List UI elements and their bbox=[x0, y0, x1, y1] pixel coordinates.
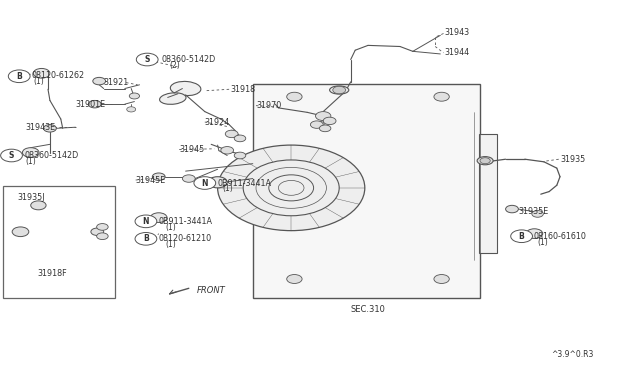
Ellipse shape bbox=[159, 93, 186, 104]
Text: ^3.9^0.R3: ^3.9^0.R3 bbox=[552, 350, 594, 359]
Text: 31970: 31970 bbox=[256, 101, 281, 110]
Circle shape bbox=[93, 77, 106, 85]
Text: 31943: 31943 bbox=[445, 28, 470, 37]
Circle shape bbox=[135, 215, 157, 228]
Ellipse shape bbox=[170, 81, 201, 96]
Circle shape bbox=[135, 232, 157, 245]
Text: 31935E: 31935E bbox=[518, 207, 548, 216]
Circle shape bbox=[225, 130, 238, 138]
Circle shape bbox=[97, 233, 108, 240]
Text: S: S bbox=[145, 55, 150, 64]
Circle shape bbox=[33, 68, 50, 78]
Text: 08360-5142D: 08360-5142D bbox=[161, 55, 216, 64]
Text: 31945: 31945 bbox=[179, 145, 204, 154]
Circle shape bbox=[150, 213, 167, 222]
Text: (1): (1) bbox=[223, 185, 234, 193]
Circle shape bbox=[22, 148, 39, 157]
Circle shape bbox=[127, 107, 136, 112]
Text: B: B bbox=[519, 232, 524, 241]
Text: 31935: 31935 bbox=[560, 155, 585, 164]
Circle shape bbox=[511, 230, 532, 243]
Text: B: B bbox=[17, 72, 22, 81]
Text: (1): (1) bbox=[538, 238, 548, 247]
Text: (1): (1) bbox=[165, 223, 176, 232]
Bar bbox=[3, 186, 115, 298]
Circle shape bbox=[480, 158, 490, 164]
Circle shape bbox=[44, 125, 56, 132]
Text: 08160-61610: 08160-61610 bbox=[533, 232, 586, 241]
Bar bbox=[253, 84, 480, 298]
Circle shape bbox=[136, 53, 158, 66]
Text: N: N bbox=[143, 217, 149, 226]
Circle shape bbox=[152, 173, 165, 180]
Circle shape bbox=[287, 275, 302, 283]
Circle shape bbox=[91, 228, 104, 235]
Circle shape bbox=[1, 149, 22, 162]
Circle shape bbox=[310, 121, 323, 128]
Ellipse shape bbox=[477, 157, 493, 165]
Circle shape bbox=[31, 201, 46, 210]
Text: N: N bbox=[202, 179, 208, 187]
Text: S: S bbox=[9, 151, 14, 160]
Text: 31935J: 31935J bbox=[18, 193, 45, 202]
Ellipse shape bbox=[330, 86, 349, 94]
Bar bbox=[479, 134, 497, 253]
Circle shape bbox=[526, 229, 543, 238]
Text: 08110-61262: 08110-61262 bbox=[32, 71, 85, 80]
Text: (2): (2) bbox=[169, 61, 180, 70]
Text: 31921: 31921 bbox=[104, 78, 129, 87]
Circle shape bbox=[333, 86, 346, 94]
Circle shape bbox=[182, 175, 195, 182]
Circle shape bbox=[12, 227, 29, 237]
Circle shape bbox=[234, 152, 246, 159]
Circle shape bbox=[316, 112, 331, 121]
Circle shape bbox=[129, 93, 140, 99]
Text: (1): (1) bbox=[165, 240, 176, 249]
Text: B: B bbox=[143, 234, 148, 243]
Circle shape bbox=[506, 205, 518, 213]
Circle shape bbox=[208, 177, 227, 188]
Text: 31924: 31924 bbox=[205, 118, 230, 126]
Circle shape bbox=[287, 92, 302, 101]
Circle shape bbox=[194, 177, 216, 189]
Text: (1): (1) bbox=[26, 157, 36, 166]
Circle shape bbox=[221, 147, 234, 154]
Text: 31945E: 31945E bbox=[136, 176, 166, 185]
Text: 08120-61210: 08120-61210 bbox=[159, 234, 212, 243]
Circle shape bbox=[434, 92, 449, 101]
Circle shape bbox=[88, 100, 101, 108]
Text: 31918: 31918 bbox=[230, 85, 255, 94]
Text: SEC.310: SEC.310 bbox=[351, 305, 385, 314]
Text: 31901E: 31901E bbox=[76, 100, 106, 109]
Text: (1): (1) bbox=[33, 77, 44, 86]
Text: 0B911-3441A: 0B911-3441A bbox=[218, 179, 271, 187]
Circle shape bbox=[218, 145, 365, 231]
Circle shape bbox=[97, 224, 108, 230]
Circle shape bbox=[234, 135, 246, 142]
Circle shape bbox=[532, 211, 543, 217]
Text: 31918F: 31918F bbox=[37, 269, 67, 278]
Circle shape bbox=[319, 125, 331, 132]
Circle shape bbox=[8, 70, 30, 83]
Circle shape bbox=[434, 275, 449, 283]
Circle shape bbox=[323, 117, 336, 125]
Text: 31943E: 31943E bbox=[26, 123, 56, 132]
Text: 08360-5142D: 08360-5142D bbox=[24, 151, 79, 160]
Text: 31944: 31944 bbox=[445, 48, 470, 57]
Text: 0B911-3441A: 0B911-3441A bbox=[159, 217, 212, 226]
Text: FRONT: FRONT bbox=[197, 286, 226, 295]
